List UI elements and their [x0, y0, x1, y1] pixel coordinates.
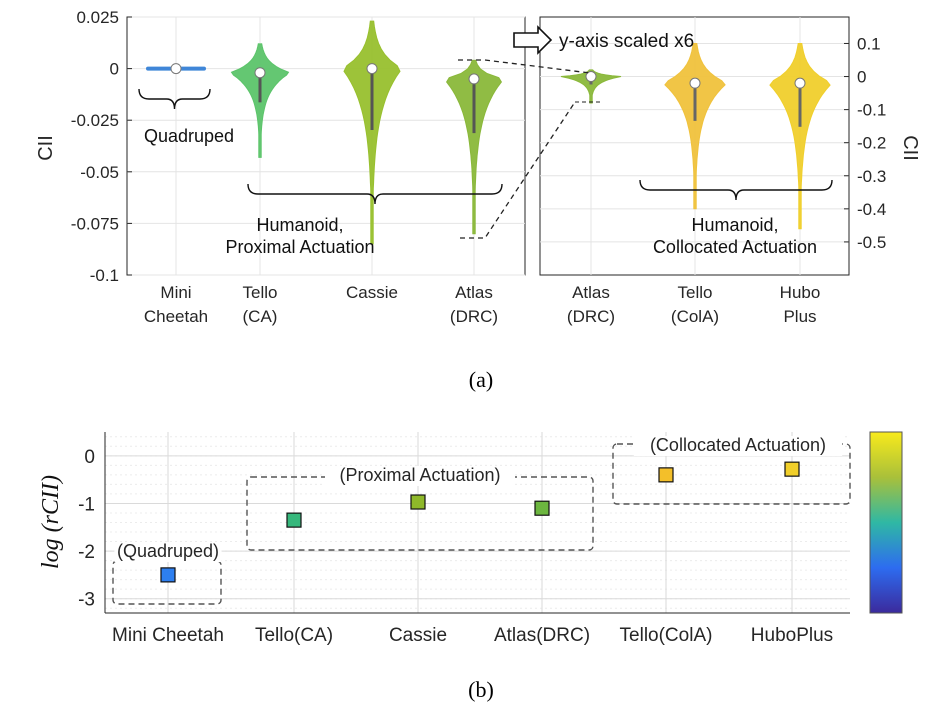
b-marker [659, 468, 673, 482]
left-xtick-label: Atlas (DRC) [450, 283, 498, 326]
left-ytick-label: -0.075 [71, 214, 119, 233]
label-quadruped-line: Quadruped [144, 126, 234, 146]
b-marker [535, 501, 549, 515]
b-ytick-label: -1 [78, 494, 95, 515]
b-xtick-label: Mini Cheetah [112, 625, 224, 646]
label-humanoid-proximal-line: Proximal Actuation [225, 237, 374, 257]
b-ytick-label: -3 [78, 590, 95, 611]
left-ytick-label: -0.05 [80, 163, 119, 182]
left-ylabel: CII [35, 135, 57, 161]
right-xtick-label-line: Plus [783, 307, 816, 326]
b-xtick-label: Cassie [389, 625, 447, 646]
violin-median [469, 74, 479, 84]
left-ytick-label: 0.025 [76, 8, 119, 27]
left-xtick-label-line: (DRC) [450, 307, 498, 326]
b-xtick-label: Tello(ColA) [620, 625, 713, 646]
left-xtick-label-line: Tello [243, 283, 278, 302]
right-xtick-label: Atlas (DRC) [567, 283, 615, 326]
label-humanoid-collocated-line: Humanoid, [691, 215, 778, 235]
b-marker [287, 513, 301, 527]
b-marker [785, 462, 799, 476]
label-quadruped: Quadruped [144, 126, 234, 146]
right-ytick-label: 0 [857, 68, 866, 87]
group-label: (Quadruped) [117, 541, 219, 561]
b-marker [411, 495, 425, 509]
left-xtick-label-line: Cassie [346, 283, 398, 302]
right-xtick-label-line: Atlas [572, 283, 610, 302]
violin-median [255, 68, 265, 78]
panel-b: 0 -1 -2 -3 log (rCII) (Quadruped) (Proximal Ac… [38, 432, 902, 646]
violin-median [795, 78, 805, 88]
left-xtick-label-line: Cheetah [144, 307, 208, 326]
b-ylabel: log (rCII) [38, 475, 64, 569]
b-marker [161, 568, 175, 582]
right-xtick-label-line: Tello [678, 283, 713, 302]
colorbar [870, 432, 902, 613]
b-xtick-label: Atlas(DRC) [494, 625, 590, 646]
right-ytick-label: -0.1 [857, 101, 886, 120]
right-xtick-label: Hubo Plus [780, 283, 821, 326]
right-ytick-label: 0.1 [857, 34, 881, 53]
left-xtick-label-line: Mini [160, 283, 191, 302]
left-xtick-label-line: (CA) [243, 307, 278, 326]
left-ytick-label: -0.025 [71, 111, 119, 130]
panel-a: 0.025 0 -0.025 -0.05 -0.075 -0.1 CII 0.1 0 -0.1 -0… [35, 8, 921, 326]
left-xtick-label-line: Atlas [455, 283, 493, 302]
label-humanoid-proximal-line: Humanoid, [256, 215, 343, 235]
left-ytick-label: 0 [110, 60, 119, 79]
group-label: (Collocated Actuation) [650, 435, 826, 455]
left-xtick-label: Cassie [346, 283, 398, 302]
right-xtick-label-line: (DRC) [567, 307, 615, 326]
right-ytick-label: -0.5 [857, 233, 886, 252]
caption-b: (b) [468, 677, 494, 702]
group-label: (Proximal Actuation) [339, 465, 500, 485]
b-xtick-label: HuboPlus [751, 625, 833, 646]
right-ytick-label: -0.3 [857, 167, 886, 186]
violin-median [171, 64, 181, 74]
label-humanoid-collocated-line: Collocated Actuation [653, 237, 817, 257]
violin-median [367, 64, 377, 74]
b-ytick-label: 0 [84, 447, 95, 468]
label-scaled: y-axis scaled x6 [559, 31, 694, 52]
right-ytick-label: -0.4 [857, 200, 886, 219]
left-xtick-label: Mini Cheetah [144, 283, 208, 326]
right-xtick-label-line: (ColA) [671, 307, 719, 326]
violin-median [690, 78, 700, 88]
left-xtick-label: Tello (CA) [243, 283, 278, 326]
left-ytick-label: -0.1 [90, 266, 119, 285]
b-ytick-label: -2 [78, 542, 95, 563]
right-xtick-label-line: Hubo [780, 283, 821, 302]
caption-a: (a) [469, 367, 493, 392]
right-ylabel: CII [899, 135, 921, 161]
right-xtick-label: Tello (ColA) [671, 283, 719, 326]
right-ytick-label: -0.2 [857, 134, 886, 153]
b-xtick-label: Tello(CA) [255, 625, 333, 646]
